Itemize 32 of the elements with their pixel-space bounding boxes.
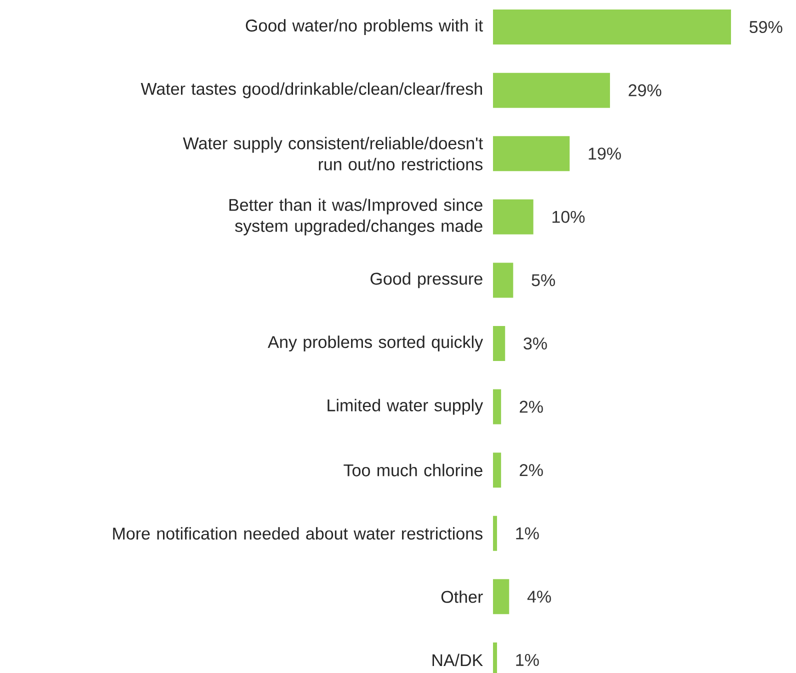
data-label: 2% bbox=[520, 400, 543, 413]
bar bbox=[493, 262, 514, 298]
data-label: 1% bbox=[516, 527, 539, 540]
bar bbox=[493, 72, 610, 108]
y-tick-label: More notification needed about water restrictions bbox=[113, 527, 482, 540]
y-tick-label: Good water/no problems with it bbox=[246, 19, 483, 35]
y-tick-label: Water supply consistent/reliable/doesn't run out/no restrictions bbox=[182, 136, 483, 170]
bar bbox=[493, 389, 502, 424]
data-label: 19% bbox=[588, 148, 621, 160]
y-tick-label: Too much chlorine bbox=[344, 464, 482, 476]
y-tick-label: Other bbox=[441, 590, 483, 603]
bar bbox=[493, 10, 731, 45]
data-label: 5% bbox=[532, 274, 556, 286]
data-label: 1% bbox=[516, 654, 539, 666]
y-tick-label: Limited water supply bbox=[328, 398, 484, 415]
data-label: 10% bbox=[552, 210, 585, 223]
bar bbox=[493, 199, 534, 234]
bar bbox=[493, 579, 510, 614]
bar bbox=[493, 516, 498, 551]
y-tick-label: Good pressure bbox=[370, 272, 482, 288]
data-label: 2% bbox=[520, 464, 543, 476]
data-label: 4% bbox=[527, 590, 551, 603]
bar bbox=[493, 326, 506, 361]
data-label: 3% bbox=[524, 337, 547, 350]
y-tick-label: Water tastes good/drinkable/clean/clear/fresh bbox=[140, 82, 482, 98]
bar bbox=[493, 452, 502, 488]
y-tick-label: Any problems sorted quickly bbox=[268, 336, 484, 352]
y-tick-label: NA/DK bbox=[432, 654, 483, 666]
data-label: 59% bbox=[750, 21, 782, 34]
bar bbox=[493, 136, 570, 172]
data-label: 29% bbox=[628, 84, 662, 96]
y-tick-label: Better than it was/Improved since system upgraded/changes made bbox=[229, 198, 482, 236]
